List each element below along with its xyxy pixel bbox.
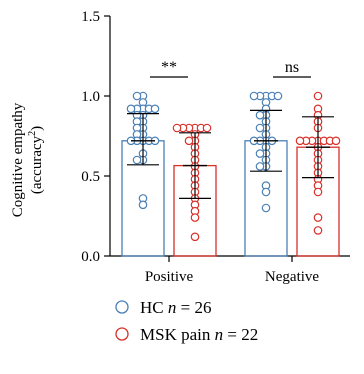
- data-point: [273, 91, 283, 101]
- data-point: [132, 155, 142, 165]
- data-point: [138, 200, 148, 210]
- data-point: [190, 232, 200, 242]
- x-tick-label: Positive: [145, 269, 194, 285]
- y-axis-label-line1: Cognitive empathy: [10, 102, 26, 217]
- y-axis-title: Cognitive empathy (accuracy2): [10, 102, 45, 217]
- y-tick-label: 0.5: [81, 169, 100, 185]
- data-point: [331, 136, 341, 146]
- error-bars: [127, 109, 334, 199]
- data-point: [172, 123, 182, 133]
- data-point: [255, 123, 265, 133]
- data-point: [313, 91, 323, 101]
- legend-item: MSK pain n = 22: [115, 325, 258, 344]
- bars: [121, 140, 340, 257]
- y-tick-label: 1.5: [81, 9, 100, 25]
- data-point: [190, 213, 200, 222]
- significance-label: **: [161, 59, 177, 76]
- y-axis-label-line2: (accuracy2): [27, 126, 45, 194]
- data-point: [313, 213, 323, 222]
- data-point: [313, 187, 323, 197]
- y-tick-label: 0.0: [81, 249, 100, 265]
- data-point: [184, 136, 194, 146]
- data-point: [261, 187, 271, 197]
- y-tick-label: 1.0: [81, 89, 100, 105]
- data-point: [202, 123, 212, 133]
- data-point: [255, 149, 265, 158]
- data-point: [132, 91, 142, 101]
- legend-label: HC n = 26: [140, 298, 211, 317]
- x-tick-label: Negative: [265, 269, 319, 285]
- data-point: [313, 226, 323, 235]
- data-point: [126, 104, 136, 114]
- legend-label: MSK pain n = 22: [140, 325, 258, 344]
- significance-annotations: ** ns: [150, 59, 311, 78]
- legend-marker: [115, 300, 129, 314]
- legend: HC n = 26 MSK pain n = 22: [115, 298, 258, 344]
- data-point: [150, 104, 160, 114]
- data-point: [249, 91, 259, 101]
- data-point: [255, 110, 265, 120]
- data-point: [295, 136, 305, 146]
- data-point: [261, 203, 271, 213]
- legend-marker: [115, 327, 129, 341]
- significance-label: ns: [285, 59, 299, 76]
- data-point: [255, 162, 265, 171]
- legend-item: HC n = 26: [115, 298, 211, 317]
- data-points: [126, 91, 341, 242]
